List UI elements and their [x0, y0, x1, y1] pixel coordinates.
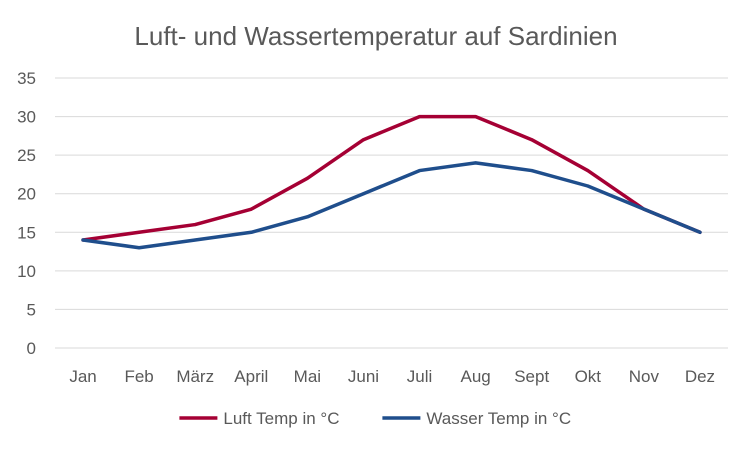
x-tick-label: Sept: [514, 367, 549, 386]
data-point: [249, 207, 253, 211]
data-point: [474, 115, 478, 119]
data-point: [193, 223, 197, 227]
series-line: [81, 114, 702, 242]
data-point: [586, 169, 590, 173]
y-tick-label: 10: [17, 262, 36, 281]
data-point: [418, 169, 422, 173]
series-lines: [81, 114, 702, 250]
data-point: [305, 215, 309, 219]
x-axis-ticks: Jan Feb März April Mai Juni Juli Aug Sept Okt Nov D…: [69, 367, 715, 386]
series-line: [81, 161, 702, 250]
data-point: [361, 138, 365, 142]
data-point: [249, 230, 253, 234]
data-point: [305, 176, 309, 180]
y-tick-label: 30: [17, 108, 36, 127]
data-point: [642, 207, 646, 211]
x-tick-label: Okt: [575, 367, 602, 386]
legend: Luft Temp in °C Wasser Temp in °C: [179, 409, 571, 428]
x-tick-label: Aug: [461, 367, 491, 386]
data-point: [418, 115, 422, 119]
data-point: [530, 138, 534, 142]
y-tick-label: 35: [17, 69, 36, 88]
data-point: [193, 238, 197, 242]
x-tick-label: März: [176, 367, 214, 386]
x-tick-label: Dez: [685, 367, 715, 386]
x-tick-label: Nov: [629, 367, 660, 386]
x-tick-label: Juli: [407, 367, 433, 386]
gridlines: [55, 77, 728, 349]
x-tick-label: April: [234, 367, 268, 386]
data-point: [81, 238, 85, 242]
x-tick-label: Jan: [69, 367, 96, 386]
x-tick-label: Juni: [348, 367, 379, 386]
data-point: [361, 192, 365, 196]
data-point: [530, 169, 534, 173]
chart-title: Luft- und Wassertemperatur auf Sardinien: [134, 21, 617, 51]
x-tick-label: Feb: [124, 367, 153, 386]
data-point: [474, 161, 478, 165]
y-tick-label: 5: [27, 300, 36, 319]
data-point: [137, 230, 141, 234]
y-tick-label: 25: [17, 146, 36, 165]
x-tick-label: Mai: [294, 367, 321, 386]
data-point: [698, 230, 702, 234]
y-tick-label: 0: [27, 339, 36, 358]
y-axis-ticks: 0 5 10 15 20 25 30 35: [17, 69, 36, 358]
y-tick-label: 15: [17, 223, 36, 242]
legend-label: Wasser Temp in °C: [426, 409, 571, 428]
data-point: [586, 184, 590, 188]
y-tick-label: 20: [17, 185, 36, 204]
data-point: [137, 246, 141, 250]
legend-label: Luft Temp in °C: [223, 409, 339, 428]
